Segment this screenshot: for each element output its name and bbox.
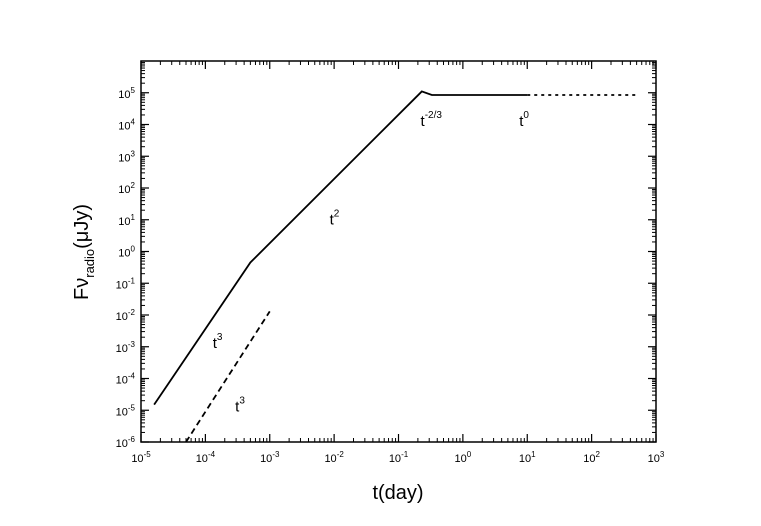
y-tick-label: 10-1 bbox=[116, 276, 136, 291]
y-axis-title-unit: (μJy) bbox=[71, 204, 93, 249]
x-tick-label: 103 bbox=[648, 450, 665, 465]
slope-annotation: t2 bbox=[330, 209, 340, 229]
y-tick-label: 104 bbox=[118, 118, 135, 133]
plot-frame bbox=[140, 60, 657, 443]
series-dashed-line bbox=[185, 310, 271, 443]
y-tick-label: 10-4 bbox=[116, 372, 136, 387]
y-tick-label: 10-5 bbox=[116, 403, 136, 418]
data-series bbox=[153, 90, 637, 443]
y-tick-label: 102 bbox=[118, 181, 135, 196]
x-tick-label: 10-1 bbox=[389, 450, 409, 465]
x-tick-label: 100 bbox=[455, 450, 472, 465]
y-axis-title-main: Fν bbox=[71, 278, 93, 300]
x-tick-label: 10-3 bbox=[260, 450, 280, 465]
x-axis-title: t(day) bbox=[372, 482, 423, 504]
slope-annotations: t3 t3 t2 t-2/3 t0 bbox=[213, 110, 530, 416]
y-tick-label: 100 bbox=[118, 245, 135, 260]
y-tick-label: 10-3 bbox=[116, 340, 136, 355]
y-tick-label: 10-6 bbox=[116, 435, 136, 450]
series-solid-line bbox=[153, 90, 528, 406]
y-tick-label: 101 bbox=[118, 213, 135, 228]
x-tick-label: 101 bbox=[519, 450, 536, 465]
y-axis-title-sub: radio bbox=[82, 249, 97, 278]
x-tick-label: 10-4 bbox=[196, 450, 216, 465]
slope-annotation: t3 bbox=[235, 396, 245, 416]
y-tick-label: 10-2 bbox=[116, 308, 136, 323]
slope-annotation: t-2/3 bbox=[421, 110, 443, 130]
x-tick-label: 102 bbox=[583, 450, 600, 465]
slope-annotation: t0 bbox=[519, 110, 529, 130]
slope-annotation: t3 bbox=[213, 332, 223, 352]
y-tick-label: 103 bbox=[118, 149, 135, 164]
axis-ticks: 10-5 10-4 10-3 10-2 10-1 100 101 102 10310-610-5… bbox=[116, 61, 665, 465]
y-tick-label: 105 bbox=[118, 86, 135, 101]
x-tick-label: 10-5 bbox=[131, 450, 151, 465]
x-tick-label: 10-2 bbox=[324, 450, 344, 465]
y-axis-title: Fνradio(μJy) bbox=[71, 204, 97, 300]
